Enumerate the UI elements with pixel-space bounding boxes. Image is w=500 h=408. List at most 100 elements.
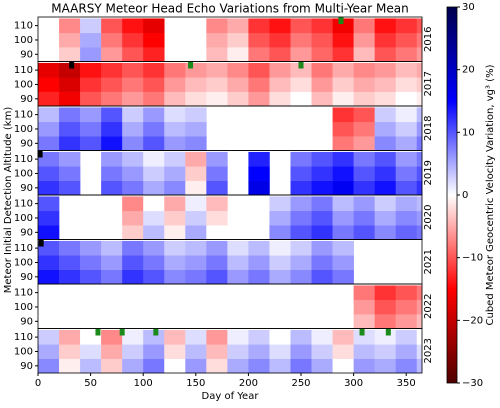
y-tick-label: 100 [14, 257, 33, 268]
y-tick-label: 100 [14, 79, 33, 90]
panel-frame [37, 328, 423, 374]
heat-cell [101, 151, 123, 167]
heat-cell [290, 344, 312, 359]
heat-cell [395, 18, 418, 34]
heat-cell [374, 32, 396, 48]
heat-cell [164, 255, 186, 270]
heat-cell [269, 329, 291, 345]
heat-cell [80, 107, 102, 123]
heat-cell [38, 77, 60, 92]
y-tick-label: 90 [20, 227, 33, 238]
heat-cell [353, 299, 375, 315]
heat-cell [395, 210, 418, 226]
heat-cell [59, 107, 81, 123]
heat-cell [374, 329, 396, 345]
heat-cell [80, 91, 102, 107]
heat-cell [101, 329, 123, 345]
heat-cell [122, 210, 144, 226]
heat-cell [248, 358, 270, 374]
heat-cell [311, 344, 333, 359]
heat-cell [185, 269, 207, 285]
heat-cell [416, 166, 423, 181]
heat-cell [227, 358, 249, 374]
y-tick-label: 100 [14, 302, 33, 313]
x-tick-label: 150 [186, 378, 205, 389]
y-tick-label: 110 [14, 110, 33, 121]
y-tick-label: 110 [14, 154, 33, 165]
heat-cell [311, 329, 333, 345]
heat-cell [332, 329, 354, 345]
heat-cell [122, 91, 144, 107]
heat-cell [248, 344, 270, 359]
heat-cell [269, 269, 291, 285]
heat-cell [143, 107, 165, 123]
heat-cell [395, 196, 418, 212]
heat-cell [416, 18, 423, 34]
y-axis-label: Meteor Initial Detection Altitude (km) [3, 107, 14, 294]
heat-cell [80, 136, 102, 151]
heat-cell [416, 196, 423, 212]
heat-cell [248, 32, 270, 48]
heat-cell [227, 344, 249, 359]
heat-cell [164, 196, 186, 212]
colorbar-tick-label: −30 [462, 378, 483, 389]
heat-cell [143, 210, 165, 226]
heat-cell [122, 180, 144, 196]
heat-cell [416, 121, 423, 137]
heat-cell [59, 32, 81, 48]
y-tick-label: 100 [14, 213, 33, 224]
heat-cell [374, 151, 396, 167]
heat-cell [416, 329, 423, 345]
heat-cell [101, 358, 123, 374]
heat-cell [290, 329, 312, 345]
heat-cell [353, 196, 375, 212]
heat-cell [374, 358, 396, 374]
heat-cell [374, 314, 396, 329]
heat-cell [269, 240, 291, 256]
heat-cell [395, 62, 418, 78]
heat-cell [374, 107, 396, 123]
heat-cell [248, 166, 270, 181]
heat-cell [206, 180, 228, 196]
heat-cell [332, 47, 354, 62]
heat-cell [80, 121, 102, 137]
heat-cell [101, 136, 123, 151]
heat-cell [101, 255, 123, 270]
heat-cell [206, 344, 228, 359]
heat-cell [332, 210, 354, 226]
heat-cell [353, 107, 375, 123]
x-tick-label: 200 [239, 378, 258, 389]
heat-cell [143, 225, 165, 240]
heat-cell [374, 344, 396, 359]
heat-cell [332, 240, 354, 256]
event-marker [298, 61, 304, 69]
heat-cell [59, 166, 81, 181]
heat-cell [80, 32, 102, 48]
y-tick-label: 110 [14, 288, 33, 299]
heat-cell [206, 77, 228, 92]
heat-cell [416, 314, 423, 329]
heat-cell [311, 77, 333, 92]
heat-cell [311, 62, 333, 78]
heat-cell [332, 180, 354, 196]
heat-cell [311, 18, 333, 34]
heat-cell [269, 47, 291, 62]
heat-cell [395, 166, 418, 181]
heat-cell [59, 151, 81, 167]
heat-cell [290, 196, 312, 212]
heat-cell [38, 225, 60, 240]
y-tick-label: 90 [20, 138, 33, 149]
heat-cell [122, 269, 144, 285]
heat-cell [395, 285, 418, 301]
heat-cell [290, 166, 312, 181]
heat-cell [395, 121, 418, 137]
panel-year-label: 2016 [423, 27, 434, 52]
heat-cell [185, 77, 207, 92]
heat-cell [164, 329, 186, 345]
heat-cell [395, 344, 418, 359]
heat-cell [248, 18, 270, 34]
heat-cell [185, 91, 207, 107]
heat-cell [416, 210, 423, 226]
heat-cell [143, 151, 165, 167]
